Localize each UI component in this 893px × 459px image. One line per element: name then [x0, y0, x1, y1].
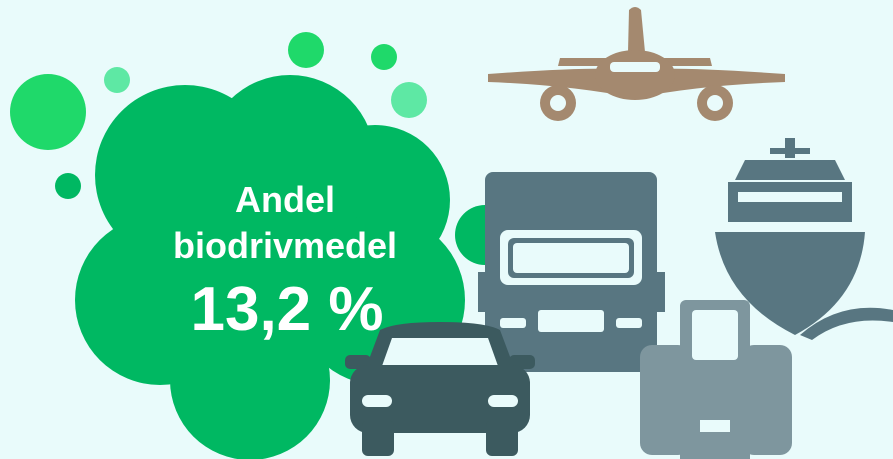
tractor-icon [640, 300, 792, 459]
bubble [104, 67, 130, 93]
heading-line: biodrivmedel [173, 225, 397, 266]
value-text: 13,2 % [190, 275, 383, 344]
bubble [288, 32, 324, 68]
bubble [55, 173, 81, 199]
bubble [10, 74, 86, 150]
ship-icon [715, 138, 893, 340]
car-icon [345, 322, 535, 456]
bubbles [10, 32, 427, 199]
bubble [371, 44, 397, 70]
bubble [391, 82, 427, 118]
plane-icon [488, 7, 785, 121]
truck-icon [478, 172, 665, 372]
heading-line: Andel [235, 179, 335, 220]
